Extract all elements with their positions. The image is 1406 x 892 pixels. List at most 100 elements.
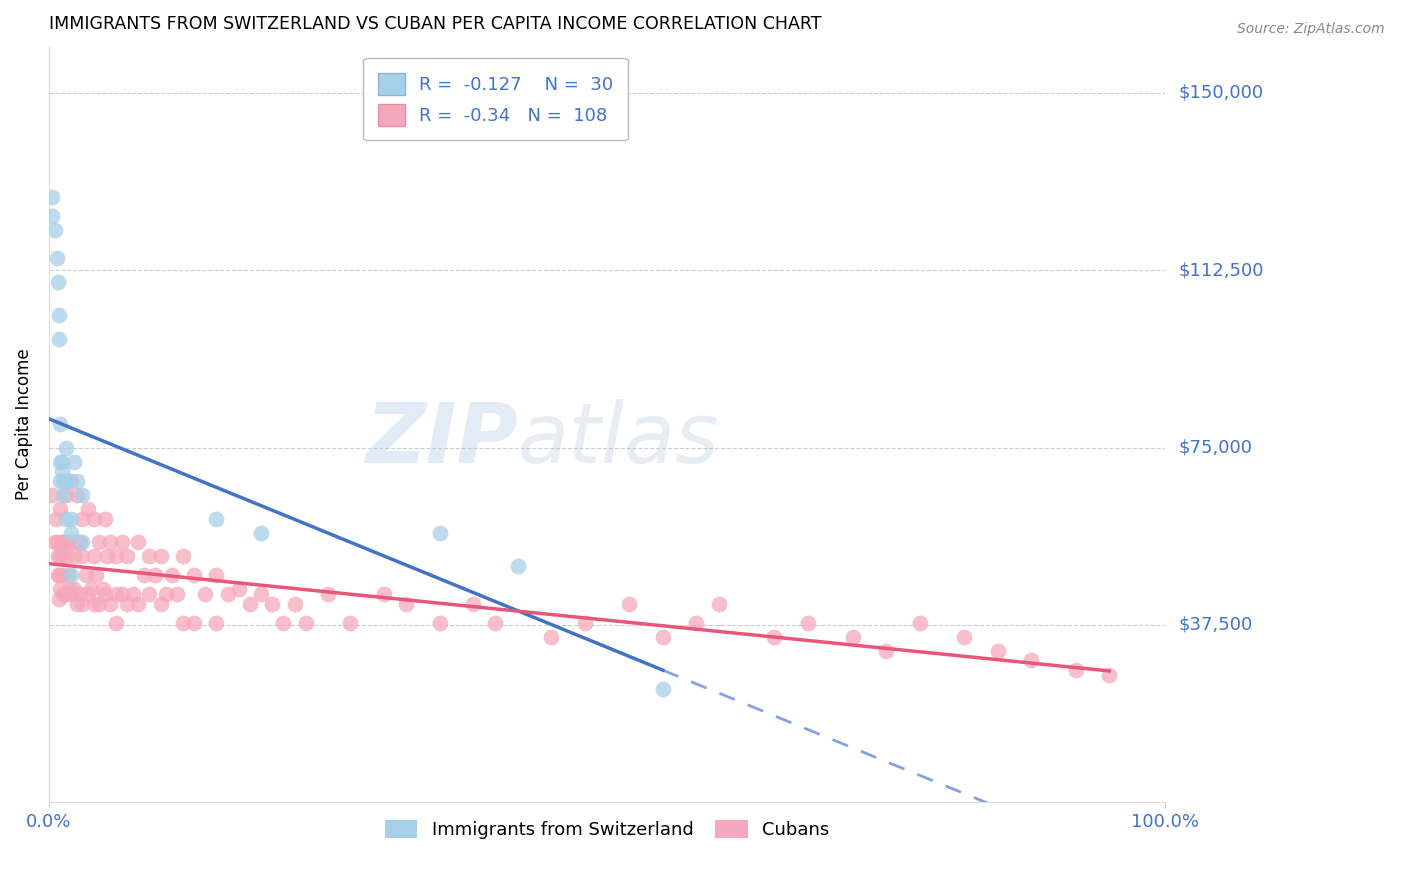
Point <box>72 549 94 564</box>
Point <box>55 511 77 525</box>
Point <box>115 597 138 611</box>
Point <box>110 535 132 549</box>
Point <box>172 549 194 564</box>
Point <box>75 568 97 582</box>
Point <box>60 474 83 488</box>
Point <box>316 587 339 601</box>
Point <box>953 630 976 644</box>
Point <box>48 332 70 346</box>
Point <box>51 568 73 582</box>
Point <box>707 597 730 611</box>
Text: atlas: atlas <box>517 399 720 480</box>
Point <box>72 535 94 549</box>
Point <box>619 597 641 611</box>
Point <box>484 615 506 630</box>
Point <box>62 549 84 564</box>
Point <box>339 615 361 630</box>
Point <box>49 549 72 564</box>
Point <box>49 582 72 597</box>
Point <box>94 587 117 601</box>
Point <box>72 511 94 525</box>
Point <box>797 615 820 630</box>
Point <box>160 568 183 582</box>
Text: ZIP: ZIP <box>366 399 517 480</box>
Point <box>262 597 284 611</box>
Point <box>217 587 239 601</box>
Point <box>69 535 91 549</box>
Point <box>651 630 673 644</box>
Point <box>987 644 1010 658</box>
Point <box>228 582 250 597</box>
Point <box>44 535 66 549</box>
Point <box>89 535 111 549</box>
Point <box>205 568 228 582</box>
Point <box>685 615 707 630</box>
Point <box>1098 667 1121 681</box>
Point <box>60 511 83 525</box>
Point <box>77 502 100 516</box>
Point <box>875 644 897 658</box>
Point <box>66 488 89 502</box>
Point <box>56 568 79 582</box>
Point <box>89 597 111 611</box>
Point <box>46 549 69 564</box>
Point <box>44 223 66 237</box>
Point <box>66 597 89 611</box>
Point <box>149 549 172 564</box>
Point <box>373 587 395 601</box>
Point <box>1064 663 1087 677</box>
Point <box>52 474 75 488</box>
Point <box>132 568 155 582</box>
Text: $75,000: $75,000 <box>1180 439 1253 457</box>
Point <box>52 549 75 564</box>
Point <box>60 587 83 601</box>
Point <box>62 582 84 597</box>
Point <box>48 308 70 322</box>
Point <box>55 441 77 455</box>
Point <box>60 568 83 582</box>
Point <box>51 464 73 478</box>
Point <box>138 587 160 601</box>
Point <box>52 587 75 601</box>
Point <box>763 630 786 644</box>
Point <box>121 587 143 601</box>
Point <box>41 190 63 204</box>
Point <box>461 597 484 611</box>
Point <box>908 615 931 630</box>
Point <box>104 549 127 564</box>
Point <box>250 587 273 601</box>
Point <box>45 511 67 525</box>
Point <box>55 535 77 549</box>
Point <box>127 535 149 549</box>
Point <box>48 591 70 606</box>
Point <box>66 535 89 549</box>
Text: $37,500: $37,500 <box>1180 616 1253 634</box>
Point <box>283 597 305 611</box>
Point <box>62 455 84 469</box>
Point <box>94 511 117 525</box>
Point <box>48 568 70 582</box>
Point <box>80 582 103 597</box>
Point <box>841 630 863 644</box>
Point <box>166 587 188 601</box>
Point <box>104 615 127 630</box>
Point <box>127 597 149 611</box>
Point <box>41 209 63 223</box>
Point <box>52 535 75 549</box>
Point <box>429 615 451 630</box>
Point <box>49 502 72 516</box>
Point <box>183 568 205 582</box>
Point <box>91 582 114 597</box>
Point <box>46 275 69 289</box>
Point <box>56 549 79 564</box>
Point <box>49 474 72 488</box>
Point <box>239 597 262 611</box>
Legend: Immigrants from Switzerland, Cubans: Immigrants from Switzerland, Cubans <box>378 813 837 847</box>
Y-axis label: Per Capita Income: Per Capita Income <box>15 348 32 500</box>
Point <box>205 511 228 525</box>
Point <box>98 535 121 549</box>
Point <box>115 549 138 564</box>
Point <box>55 474 77 488</box>
Point <box>540 630 562 644</box>
Point <box>51 535 73 549</box>
